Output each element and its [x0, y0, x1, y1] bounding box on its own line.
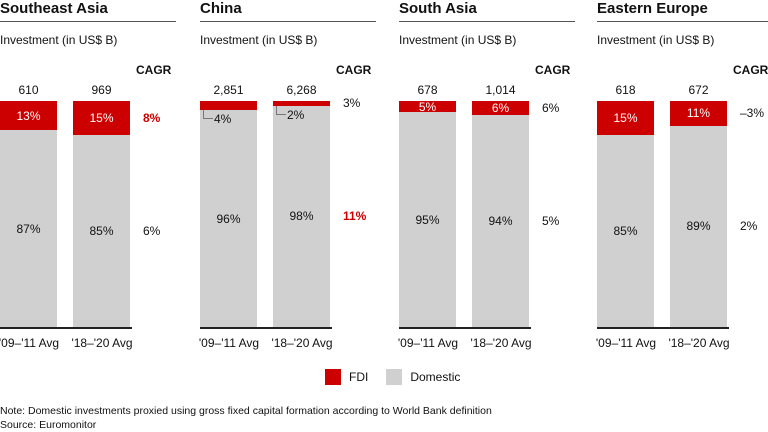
legend-swatch-domestic [386, 369, 403, 385]
cagr-header: CAGR [336, 63, 372, 77]
bar-segment-fdi [0, 101, 57, 131]
panel-title: Southeast Asia [0, 0, 108, 17]
panel-title: South Asia [399, 0, 477, 17]
cagr-fdi: 8% [143, 110, 161, 125]
panel-south-asia: South Asia Investment (in US$ B) CAGR 678 95… [398, 0, 579, 350]
cagr-fdi: –3% [740, 106, 765, 121]
legend-label-fdi: FDI [349, 370, 369, 384]
cagr-header: CAGR [733, 63, 768, 77]
x-tick-label: '09–'11 Avg [198, 336, 260, 350]
bar-segment-fdi [670, 101, 727, 126]
bar-total: 678 [417, 83, 438, 97]
bar-segment-fdi [273, 101, 330, 106]
cagr-domestic: 2% [740, 219, 758, 234]
legend-label-domestic: Domestic [410, 370, 461, 384]
domestic-label: 85% [613, 223, 638, 238]
bar-stack: 94% 6% [472, 101, 529, 327]
x-tick-label: '09–'11 Avg [397, 336, 459, 350]
bar-total: 6,268 [286, 83, 317, 97]
footnote: Note: Domestic investments proxied using… [0, 405, 492, 417]
baseline [399, 327, 531, 329]
x-tick-label: '09–'11 Avg [0, 336, 60, 350]
fdi-label: 6% [491, 100, 510, 115]
bar-total: 672 [688, 83, 709, 97]
fdi-label: 15% [89, 110, 114, 125]
title-rule [200, 21, 376, 22]
cagr-fdi: 6% [542, 100, 560, 115]
bar-stack: 87% 13% [0, 101, 57, 327]
bar-stack: 89% 11% [670, 101, 727, 327]
title-rule [0, 21, 176, 22]
bar-total: 618 [615, 83, 636, 97]
baseline [200, 327, 332, 329]
panel-subtitle: Investment (in US$ B) [200, 33, 318, 47]
cagr-domestic: 11% [343, 209, 367, 224]
domestic-label: 95% [415, 212, 440, 227]
bar-segment-fdi [472, 101, 529, 115]
fdi-label: 13% [16, 108, 41, 123]
domestic-label: 94% [488, 213, 513, 228]
panel-southeast-asia: Southeast Asia Investment (in US$ B) CAGR 6… [0, 0, 180, 350]
fdi-label: 5% [418, 99, 437, 114]
panel-eastern-europe: Eastern Europe Investment (in US$ B) CAGR 6… [596, 0, 768, 350]
title-rule [399, 21, 575, 22]
fdi-label: 4% [214, 112, 232, 127]
x-tick-label: '18–'20 Avg [668, 336, 730, 350]
domestic-label: 85% [89, 223, 114, 238]
domestic-label: 89% [686, 219, 711, 234]
panel-subtitle: Investment (in US$ B) [399, 33, 517, 47]
bar-stack: 96% [200, 101, 257, 327]
bar-segment-fdi [399, 101, 456, 113]
baseline [0, 327, 132, 329]
baseline [597, 327, 729, 329]
fdi-label: 11% [686, 106, 711, 121]
legend-swatch-fdi [325, 369, 341, 385]
x-tick-label: '18–'20 Avg [71, 336, 133, 350]
bar-total: 2,851 [213, 83, 244, 97]
callout-leader [276, 105, 286, 115]
x-tick-label: '18–'20 Avg [271, 336, 333, 350]
domestic-label: 98% [289, 209, 314, 224]
bar-stack: 85% 15% [73, 101, 130, 327]
bar-segment-fdi [73, 101, 130, 135]
source: Source: Euromonitor [0, 419, 97, 431]
bar-total: 1,014 [485, 83, 516, 97]
cagr-header: CAGR [535, 63, 571, 77]
title-rule [597, 21, 768, 22]
callout-leader [203, 110, 213, 120]
panel-title: Eastern Europe [597, 0, 708, 17]
bar-stack: 95% 5% [399, 99, 456, 327]
fdi-label: 15% [613, 110, 638, 125]
bar-total: 969 [91, 83, 112, 97]
domestic-label: 87% [16, 221, 41, 236]
panel-title: China [200, 0, 242, 17]
fdi-label: 2% [287, 107, 305, 122]
cagr-header: CAGR [136, 63, 172, 77]
legend: FDI Domestic [325, 369, 460, 385]
bar-segment-fdi [597, 101, 654, 135]
domestic-label: 96% [216, 211, 241, 226]
cagr-fdi: 3% [343, 96, 361, 110]
cagr-domestic: 6% [143, 223, 161, 238]
panel-subtitle: Investment (in US$ B) [597, 33, 715, 47]
x-tick-label: '18–'20 Avg [470, 336, 532, 350]
cagr-domestic: 5% [542, 213, 560, 228]
bar-stack: 85% 15% [597, 101, 654, 327]
bar-stack: 98% [273, 101, 330, 327]
bar-segment-fdi [200, 101, 257, 111]
x-tick-label: '09–'11 Avg [595, 336, 657, 350]
panel-china: China Investment (in US$ B) CAGR 2,851 96% 4%… [199, 0, 380, 350]
bar-total: 610 [18, 83, 39, 97]
panel-subtitle: Investment (in US$ B) [0, 33, 118, 47]
